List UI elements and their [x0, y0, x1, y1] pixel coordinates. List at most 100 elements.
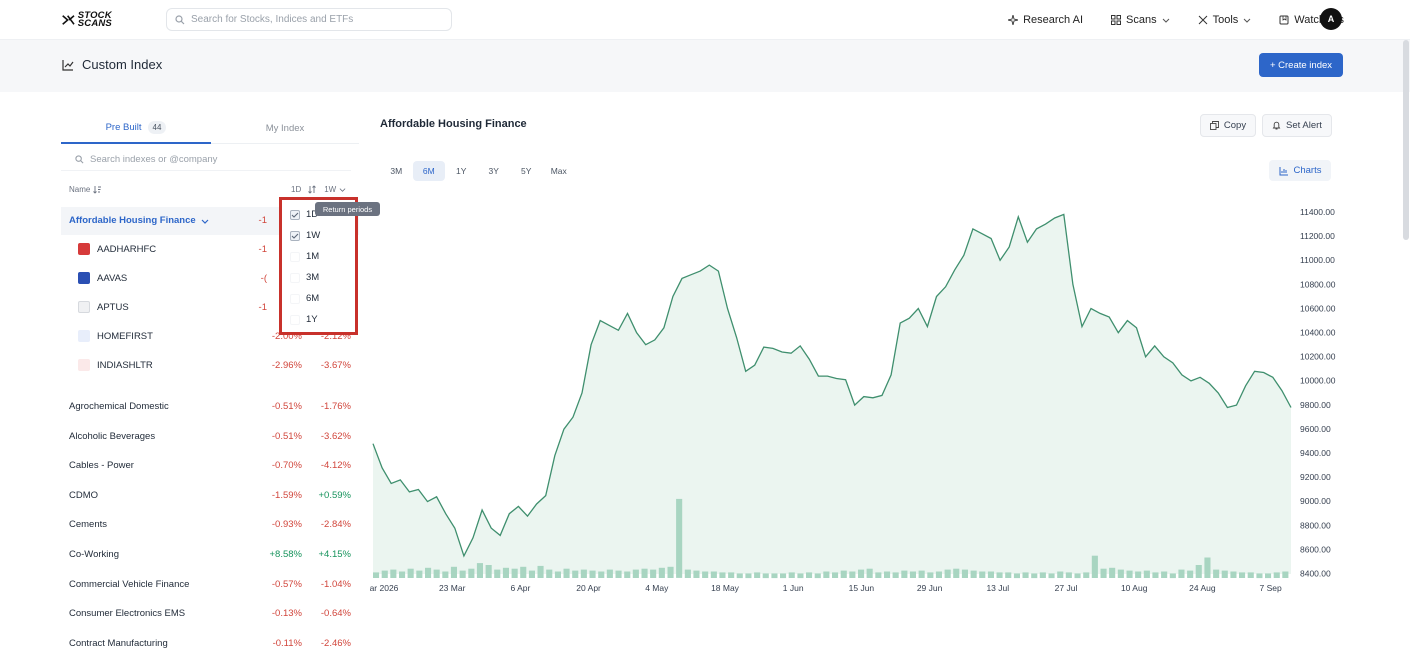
volume-bar	[1057, 571, 1064, 578]
period-option-1m[interactable]: 1M	[290, 251, 319, 262]
avatar[interactable]: A	[1320, 8, 1342, 30]
index-list-item[interactable]: Agrochemical Domestic	[69, 401, 169, 412]
index-list-item[interactable]: Cables - Power	[69, 460, 134, 471]
company-name[interactable]: APTUS	[97, 302, 129, 313]
checkbox-unchecked-icon[interactable]	[290, 293, 300, 304]
y-axis-tick: 11000.00	[1300, 255, 1335, 265]
volume-bar	[563, 568, 570, 578]
volume-bar	[373, 572, 380, 578]
period-option-1w[interactable]: 1W	[290, 230, 320, 241]
global-search[interactable]	[166, 8, 452, 31]
volume-bar	[927, 572, 934, 578]
logo[interactable]: STOCK SCANS	[62, 9, 128, 31]
copy-icon	[1209, 121, 1219, 130]
range-6m[interactable]: 6M	[412, 161, 445, 181]
checkbox-unchecked-icon[interactable]	[290, 314, 300, 325]
company-name[interactable]: AAVAS	[97, 273, 128, 284]
index-list-item[interactable]: Contract Manufacturing	[69, 638, 168, 649]
volume-bar	[1135, 571, 1142, 578]
volume-bar	[996, 572, 1003, 578]
page-scrollbar[interactable]	[1403, 40, 1409, 240]
index-list-item[interactable]: CDMO	[69, 490, 99, 501]
index-search-input[interactable]	[90, 154, 330, 165]
nav-scans[interactable]: Scans	[1111, 14, 1170, 26]
return-1d: -1.59%	[271, 490, 302, 501]
checkbox-checked-icon[interactable]	[290, 209, 300, 220]
y-axis-tick: 11400.00	[1300, 207, 1335, 217]
tab-pre-built[interactable]: Pre Built 44	[61, 112, 211, 144]
chevron-down-icon	[201, 219, 209, 224]
nav-research-ai-label: Research AI	[1023, 14, 1084, 26]
volume-bar	[684, 569, 691, 578]
logo-text: STOCK SCANS	[77, 10, 112, 29]
volume-bar	[840, 570, 847, 578]
index-list-item[interactable]: Co-Working	[69, 549, 119, 560]
volume-bar	[1256, 573, 1263, 579]
checkbox-unchecked-icon[interactable]	[290, 251, 300, 262]
selected-index-name[interactable]: Affordable Housing Finance	[69, 215, 209, 226]
volume-bar	[1265, 573, 1272, 579]
volume-bar	[502, 567, 509, 578]
index-list-item[interactable]: Commercial Vehicle Finance	[69, 579, 190, 590]
x-axis-tick: 7 Sep	[1259, 583, 1281, 593]
period-option-1d[interactable]: 1D	[290, 209, 318, 220]
chevron-down-icon	[339, 188, 346, 192]
volume-bar	[918, 570, 925, 578]
company-logo-icon	[78, 243, 90, 255]
chart-title: Affordable Housing Finance	[380, 118, 527, 130]
x-axis-tick: 10 Aug	[1121, 583, 1148, 593]
copy-button[interactable]: Copy	[1200, 114, 1256, 137]
column-header-name[interactable]: Name	[69, 185, 102, 194]
period-label: 1Y	[306, 314, 318, 325]
index-list-item[interactable]: Alcoholic Beverages	[69, 431, 156, 442]
range-1y[interactable]: 1Y	[456, 166, 467, 176]
nav-research-ai[interactable]: Research AI	[1008, 14, 1083, 26]
volume-bar	[1117, 569, 1124, 578]
period-option-1y[interactable]: 1Y	[290, 314, 318, 325]
index-list-item[interactable]: Consumer Electronics EMS	[69, 608, 186, 619]
volume-bar	[1022, 572, 1029, 578]
range-5y[interactable]: 5Y	[521, 166, 532, 176]
volume-bar	[944, 569, 951, 578]
range-3y[interactable]: 3Y	[488, 166, 499, 176]
range-3m[interactable]: 3M	[390, 166, 403, 176]
time-range-selector: 3M 6M 1Y 3Y 5Y Max	[380, 161, 575, 181]
volume-bar	[719, 572, 726, 578]
volume-bar	[658, 567, 665, 578]
volume-bar	[736, 573, 743, 579]
global-search-input[interactable]	[191, 14, 431, 25]
range-max[interactable]: Max	[550, 166, 567, 176]
column-header-1d[interactable]: 1D 1W	[291, 185, 346, 194]
chevron-down-icon	[1162, 18, 1169, 23]
checkbox-checked-icon[interactable]	[290, 230, 300, 241]
index-list-item[interactable]: Cements	[69, 519, 108, 530]
y-axis-tick: 8400.00	[1300, 569, 1331, 579]
company-name[interactable]: HOMEFIRST	[97, 331, 153, 342]
company-name[interactable]: AADHARHFC	[97, 244, 157, 255]
create-index-button[interactable]: + Create index	[1259, 53, 1343, 77]
tab-my-index[interactable]: My Index	[211, 112, 359, 144]
volume-bar	[676, 498, 683, 578]
checkbox-unchecked-icon[interactable]	[290, 272, 300, 283]
period-option-6m[interactable]: 6M	[290, 293, 319, 304]
volume-bar	[1083, 572, 1090, 578]
set-alert-button[interactable]: Set Alert	[1262, 114, 1332, 137]
tab-my-index-label: My Index	[265, 122, 305, 134]
x-axis-tick: ar 2026	[370, 583, 399, 593]
volume-bar	[606, 569, 613, 578]
y-axis-tick: 9000.00	[1300, 496, 1331, 506]
return-1d: -0.57%	[271, 579, 302, 590]
charts-button[interactable]: Charts	[1269, 160, 1331, 181]
partial-return-value: -2.12%	[320, 331, 351, 342]
x-axis-tick: 13 Jul	[986, 583, 1009, 593]
y-axis-tick: 9400.00	[1300, 448, 1331, 458]
company-name[interactable]: INDIASHLTR	[97, 360, 153, 371]
page-title-text: Custom Index	[82, 57, 163, 72]
volume-bar	[771, 573, 778, 579]
period-option-3m[interactable]: 3M	[290, 272, 319, 283]
nav-tools[interactable]: Tools	[1198, 14, 1252, 26]
partial-return-value: -1	[258, 302, 267, 313]
index-search[interactable]	[61, 149, 351, 171]
volume-bar	[762, 573, 769, 579]
